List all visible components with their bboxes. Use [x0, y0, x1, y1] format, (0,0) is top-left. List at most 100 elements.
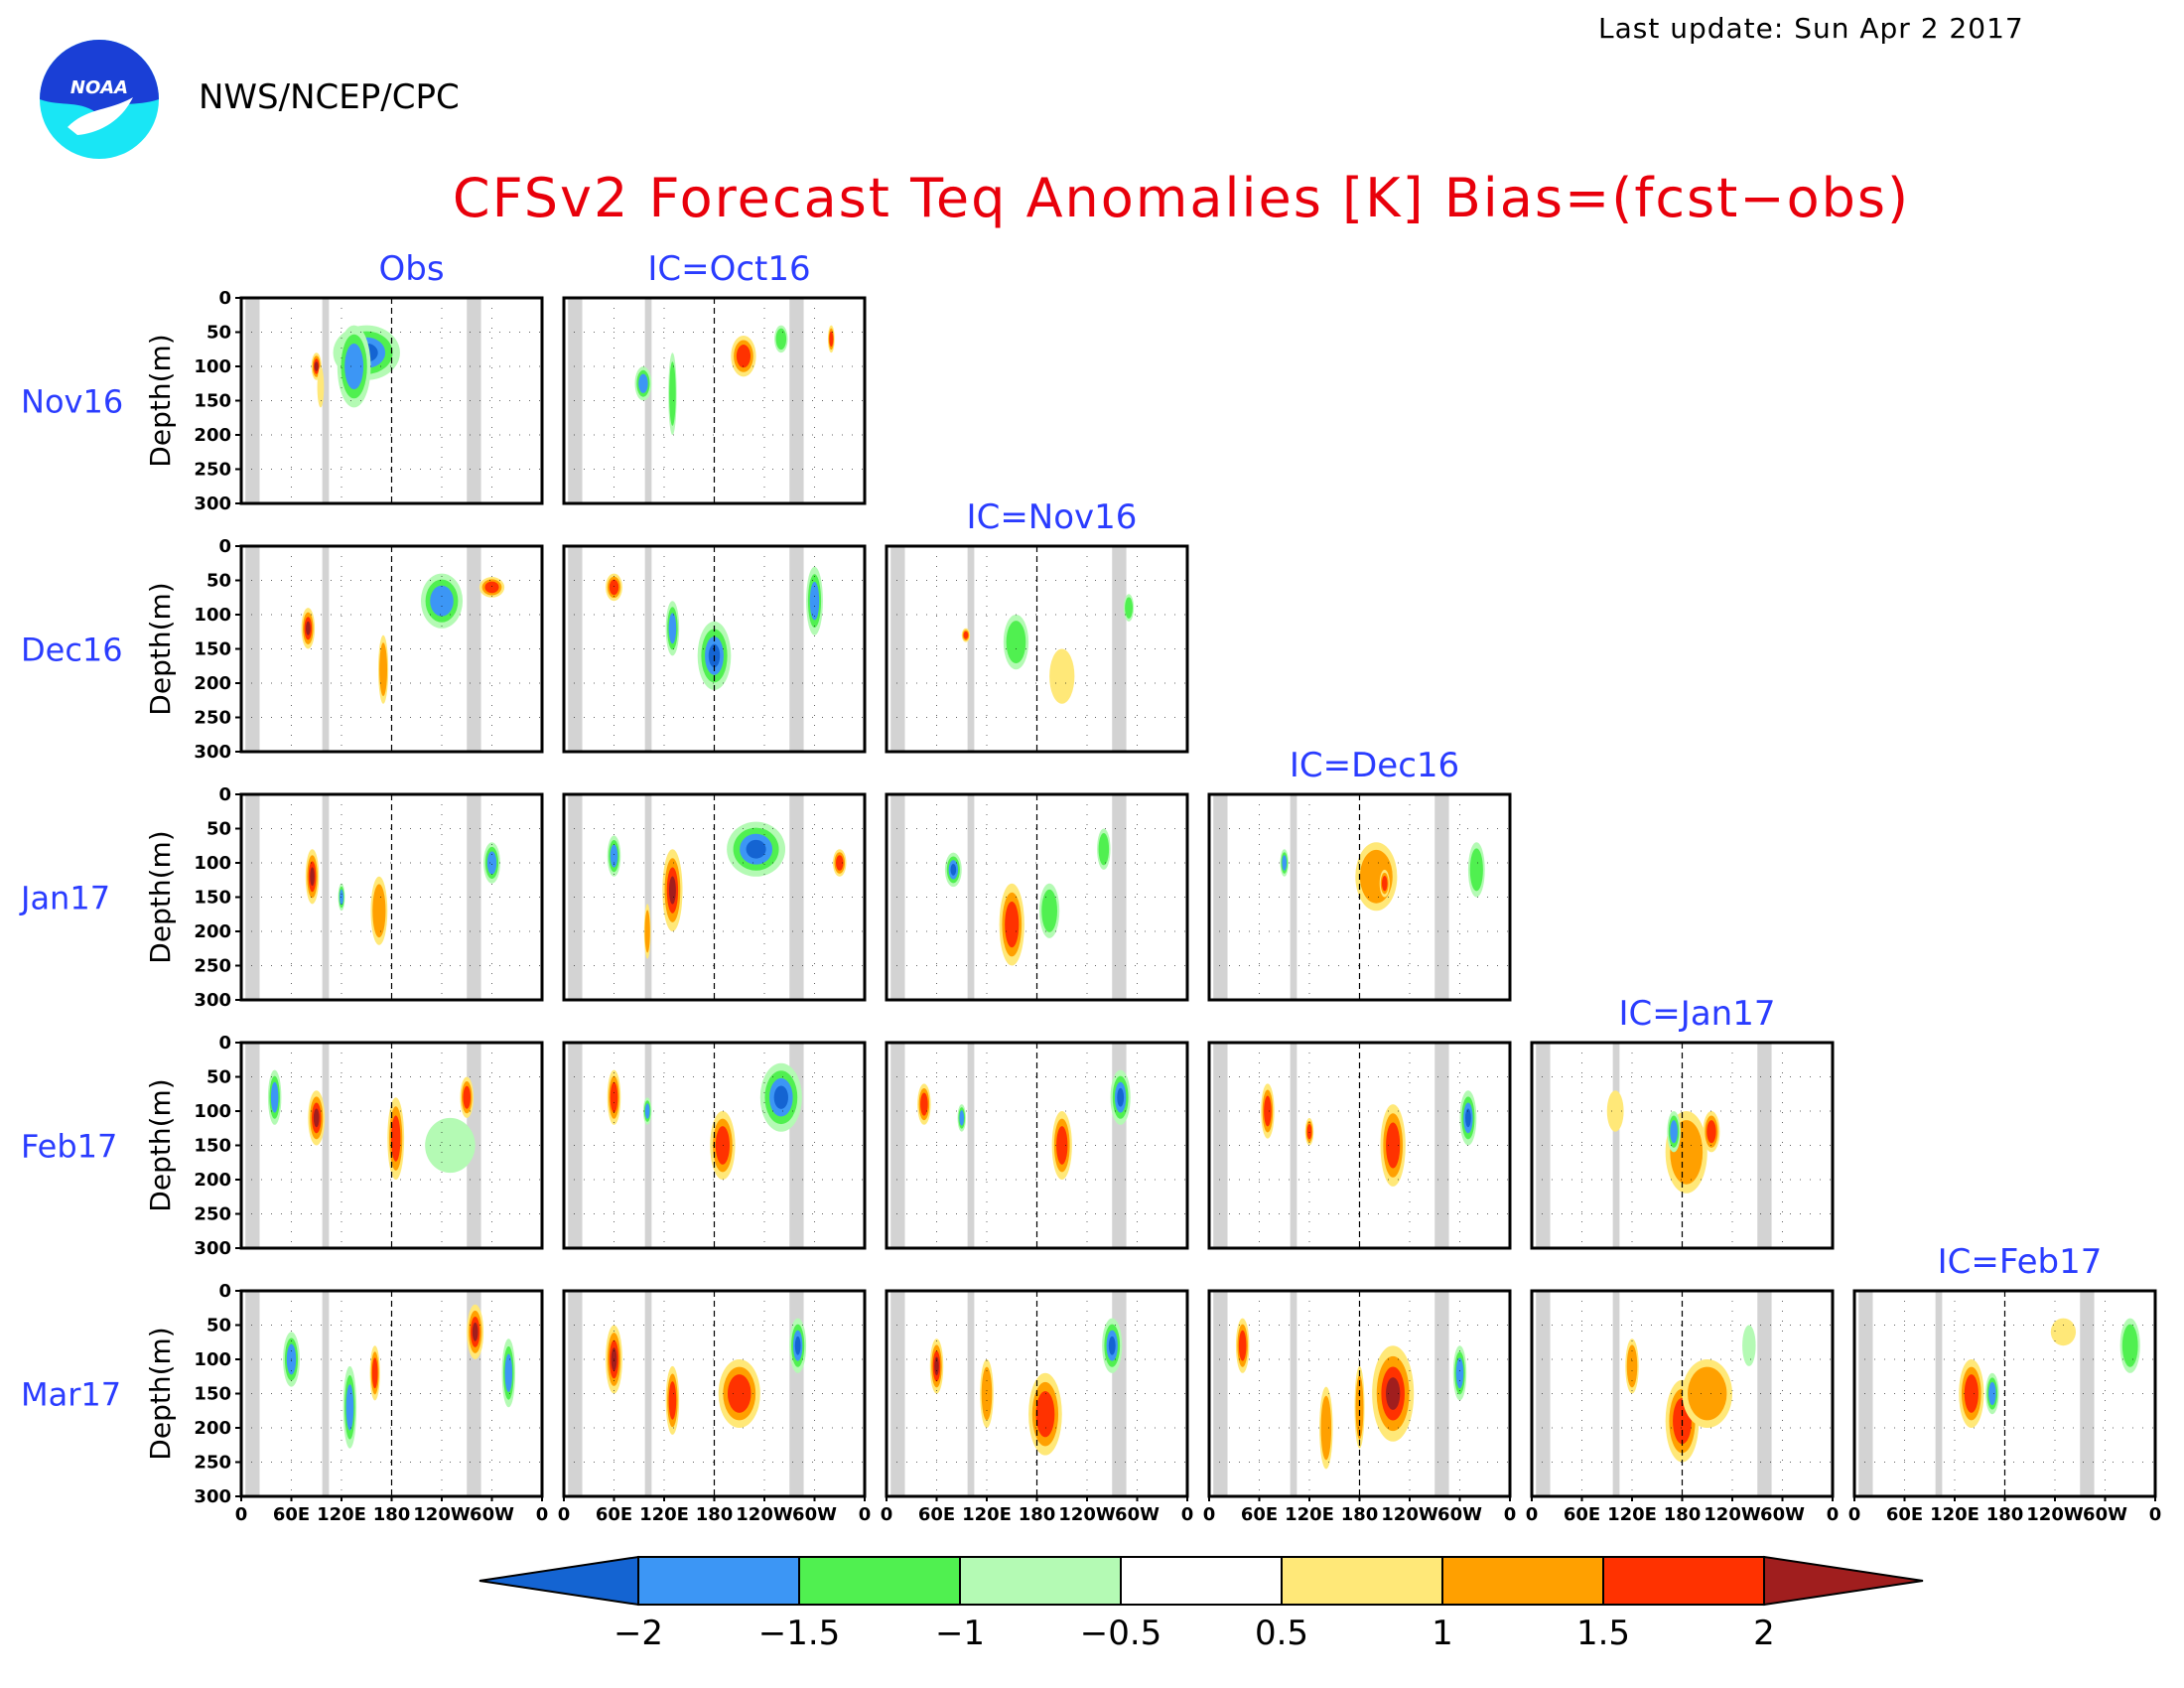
anomaly-contour: [644, 910, 650, 953]
row-label: Mar17: [21, 1376, 121, 1414]
land-mask: [644, 794, 652, 1000]
land-mask: [1290, 1291, 1297, 1496]
x-tick-label: 120E: [317, 1504, 366, 1525]
land-mask: [890, 1291, 905, 1496]
column-header: Obs: [378, 249, 444, 289]
anomaly-contour: [1238, 1330, 1247, 1361]
y-axis-label: Depth(m): [144, 582, 177, 715]
anomaly-contour: [809, 581, 820, 621]
y-tick-label: 150: [194, 1136, 231, 1157]
anomaly-contour: [1706, 1120, 1716, 1144]
y-tick-label: 200: [194, 1170, 231, 1191]
anomaly-contour: [1606, 1090, 1624, 1132]
anomaly-contour: [1455, 1357, 1464, 1389]
land-mask: [1434, 794, 1449, 1000]
y-tick-label: 150: [194, 639, 231, 660]
anomaly-contour: [379, 642, 388, 697]
column-header: IC=Nov16: [967, 497, 1138, 537]
anomaly-contour: [829, 331, 834, 348]
anomaly-contour: [736, 345, 751, 368]
x-tick-label: 180: [1986, 1504, 2024, 1525]
land-mask: [245, 1043, 260, 1248]
y-tick-label: 300: [194, 990, 231, 1011]
land-mask: [967, 1291, 975, 1496]
y-tick-label: 100: [194, 356, 231, 377]
anomaly-contour: [390, 1115, 401, 1162]
anomaly-contour: [1469, 848, 1483, 892]
x-tick-label: 0: [235, 1504, 248, 1525]
y-tick-label: 100: [194, 853, 231, 874]
land-mask: [467, 794, 481, 1000]
anomaly-contour: [1320, 1395, 1332, 1461]
panel-Nov16-1: [562, 296, 867, 505]
anomaly-contour: [317, 366, 325, 408]
panel-frame: [885, 792, 1189, 1002]
y-tick-label: 50: [206, 819, 231, 840]
anomaly-contour: [1005, 901, 1020, 948]
land-mask: [322, 298, 330, 503]
y-tick-label: 300: [194, 742, 231, 763]
panel-frame: [1207, 1041, 1512, 1250]
colorbar-arrow-right: [1763, 1555, 1924, 1607]
y-tick-label: 150: [194, 888, 231, 909]
anomaly-contour: [610, 844, 618, 868]
colorbar-level: 1: [1432, 1614, 1453, 1653]
x-tick-label: 0: [859, 1504, 872, 1525]
anomaly-contour: [668, 613, 677, 644]
land-mask: [967, 1043, 975, 1248]
column-header: IC=Jan17: [1619, 994, 1776, 1034]
land-mask: [644, 298, 652, 503]
panel-Feb17-4: [1530, 1041, 1835, 1250]
land-mask: [1290, 1043, 1297, 1248]
y-tick-label: 250: [194, 460, 231, 481]
land-mask: [1290, 794, 1297, 1000]
colorbar-segment: [959, 1556, 1122, 1606]
anomaly-contour: [1056, 1126, 1068, 1165]
y-tick-label: 150: [194, 391, 231, 412]
anomaly-contour: [463, 1085, 472, 1109]
y-tick-label: 200: [194, 921, 231, 942]
panel-frame: [562, 792, 867, 1002]
y-tick-label: 300: [194, 493, 231, 514]
x-tick-label: 60E: [1564, 1504, 1600, 1525]
x-tick-label: 60W: [792, 1504, 837, 1525]
anomaly-contour: [669, 361, 676, 426]
land-mask: [568, 1291, 583, 1496]
x-tick-label: 60W: [2083, 1504, 2127, 1525]
anomaly-contour: [775, 328, 787, 351]
colorbar-arrow-left: [478, 1555, 639, 1607]
anomaly-contour: [306, 621, 311, 635]
panel-Dec16-2: [885, 544, 1189, 754]
y-tick-label: 0: [218, 784, 231, 805]
y-tick-label: 300: [194, 1238, 231, 1259]
y-tick-label: 100: [194, 1101, 231, 1122]
x-tick-label: 60E: [1886, 1504, 1923, 1525]
row-label: Feb17: [21, 1128, 117, 1166]
anomaly-contour: [1742, 1325, 1756, 1366]
colorbar-level: 2: [1753, 1614, 1775, 1653]
anomaly-contour: [1381, 875, 1388, 892]
anomaly-contour: [1006, 621, 1026, 664]
x-tick-label: 0: [1827, 1504, 1840, 1525]
land-mask: [467, 546, 481, 752]
anomaly-contour: [504, 1353, 513, 1393]
anomaly-contour: [934, 1356, 939, 1376]
y-tick-label: 50: [206, 323, 231, 344]
panel-Jan17-3: [1207, 792, 1512, 1002]
x-tick-label: 120W: [736, 1504, 793, 1525]
y-tick-label: 200: [194, 673, 231, 694]
panel-Jan17-1: [562, 792, 867, 1002]
anomaly-contour: [644, 1103, 650, 1119]
column-header: IC=Oct16: [647, 249, 810, 289]
anomaly-contour: [1306, 1123, 1312, 1140]
x-tick-label: 120W: [1058, 1504, 1116, 1525]
x-tick-label: 180: [696, 1504, 734, 1525]
y-axis-label: Depth(m): [144, 1327, 177, 1460]
anomaly-contour: [430, 585, 454, 617]
anomaly-contour: [314, 361, 319, 371]
agency-label: NWS/NCEP/CPC: [199, 77, 460, 117]
x-tick-label: 120E: [1285, 1504, 1334, 1525]
x-tick-label: 120W: [2026, 1504, 2084, 1525]
anomaly-contour: [2050, 1318, 2077, 1346]
